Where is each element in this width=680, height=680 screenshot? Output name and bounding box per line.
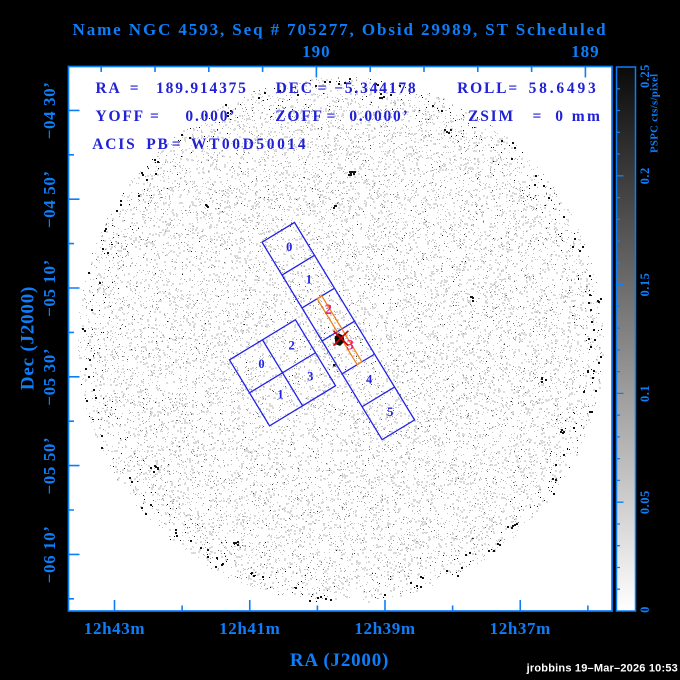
svg-text:0.000’: 0.000’ <box>185 108 236 125</box>
svg-text:=: = <box>172 136 183 153</box>
svg-text:=: = <box>130 80 141 97</box>
svg-text:3: 3 <box>307 369 313 383</box>
svg-text:12h43m: 12h43m <box>84 619 145 638</box>
svg-text:189: 189 <box>571 42 600 61</box>
svg-text:=: = <box>508 80 519 97</box>
svg-text:0.05: 0.05 <box>638 490 652 514</box>
svg-text:Dec (J2000): Dec (J2000) <box>18 286 39 390</box>
svg-text:0: 0 <box>638 606 652 613</box>
svg-text:2: 2 <box>288 338 294 352</box>
svg-text:RA (J2000): RA (J2000) <box>290 650 389 671</box>
svg-text:1: 1 <box>306 273 312 287</box>
svg-text:3: 3 <box>347 338 354 354</box>
svg-text:0: 0 <box>286 240 292 254</box>
svg-text:0.2: 0.2 <box>638 167 652 184</box>
svg-text:12h37m: 12h37m <box>490 619 551 638</box>
svg-text:4: 4 <box>366 372 373 386</box>
svg-text:RA: RA <box>96 80 122 97</box>
svg-text:−05 30’: −05 30’ <box>40 348 59 406</box>
svg-text:YOFF: YOFF <box>96 108 145 125</box>
svg-text:ROLL: ROLL <box>457 80 508 97</box>
svg-text:5: 5 <box>387 405 393 419</box>
svg-text:DEC: DEC <box>276 80 314 97</box>
svg-text:Name NGC 4593, Seq # 705277, O: Name NGC 4593, Seq # 705277, Obsid 29989… <box>73 20 608 39</box>
svg-text:1: 1 <box>277 387 283 401</box>
svg-text:−06 10’: −06 10’ <box>40 525 59 583</box>
svg-text:−5.344178: −5.344178 <box>334 80 417 97</box>
svg-text:=: = <box>318 80 329 97</box>
svg-text:0.0000’: 0.0000’ <box>349 108 409 125</box>
svg-text:0.1: 0.1 <box>638 385 652 402</box>
svg-text:190: 190 <box>302 42 331 61</box>
svg-text:0.15: 0.15 <box>638 273 652 297</box>
svg-text:=: = <box>150 108 161 125</box>
svg-text:2: 2 <box>325 302 332 318</box>
svg-text:12h41m: 12h41m <box>219 619 280 638</box>
svg-text:ZSIM: ZSIM <box>468 108 515 125</box>
svg-text:58.6493: 58.6493 <box>529 80 599 97</box>
svg-text:PSPC cts/s/pixel: PSPC cts/s/pixel <box>649 74 661 153</box>
svg-text:−05 10’: −05 10’ <box>40 259 59 317</box>
svg-text:WT00D50014: WT00D50014 <box>191 136 308 153</box>
svg-text:−04 30’: −04 30’ <box>40 81 59 139</box>
svg-text:0 mm: 0 mm <box>555 108 602 125</box>
svg-text:0.25: 0.25 <box>638 64 652 88</box>
svg-text:PB: PB <box>146 136 169 153</box>
svg-text:−05 50’: −05 50’ <box>40 437 59 495</box>
svg-text:ZOFF: ZOFF <box>275 108 324 125</box>
svg-text:0: 0 <box>258 357 264 371</box>
svg-text:=: = <box>327 108 338 125</box>
svg-text:jrobbins 19–Mar–2026 10:53: jrobbins 19–Mar–2026 10:53 <box>526 663 678 675</box>
svg-text:189.914375: 189.914375 <box>156 80 248 97</box>
svg-text:=: = <box>533 108 544 125</box>
svg-text:12h39m: 12h39m <box>354 619 415 638</box>
svg-text:ACIS: ACIS <box>92 136 136 153</box>
svg-text:−04 50’: −04 50’ <box>40 170 59 228</box>
